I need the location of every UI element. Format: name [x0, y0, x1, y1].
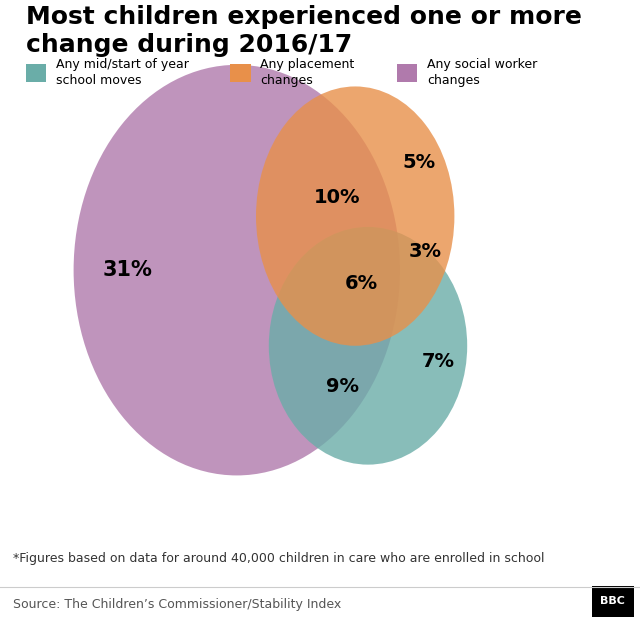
Text: 10%: 10% [314, 188, 360, 207]
Ellipse shape [74, 65, 400, 476]
Text: 3%: 3% [409, 242, 442, 261]
Text: Most children experienced one or more
change during 2016/17: Most children experienced one or more ch… [26, 6, 582, 57]
Ellipse shape [256, 86, 454, 346]
Text: 31%: 31% [103, 260, 153, 280]
Text: Any social worker
changes: Any social worker changes [427, 58, 537, 87]
Ellipse shape [269, 227, 467, 465]
Text: 7%: 7% [422, 353, 455, 371]
Text: *Figures based on data for around 40,000 children in care who are enrolled in sc: *Figures based on data for around 40,000… [13, 551, 544, 564]
Text: 6%: 6% [345, 274, 378, 293]
Text: 5%: 5% [403, 153, 436, 171]
Text: Any mid/start of year
school moves: Any mid/start of year school moves [56, 58, 189, 87]
Bar [26, 65, 46, 81]
Text: Any placement
changes: Any placement changes [260, 58, 355, 87]
Bar [397, 65, 417, 81]
Bar [592, 586, 634, 617]
Text: 9%: 9% [326, 377, 359, 396]
Text: Source: The Children’s Commissioner/Stability Index: Source: The Children’s Commissioner/Stab… [13, 599, 341, 611]
Text: BBC: BBC [600, 596, 625, 606]
Bar [230, 65, 251, 81]
